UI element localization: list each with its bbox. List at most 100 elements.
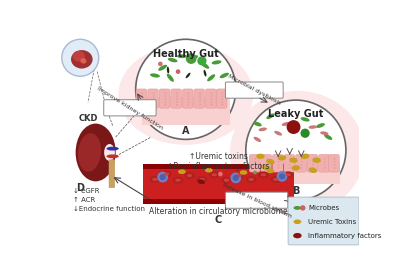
Text: Uremic Toxins: Uremic Toxins: [308, 219, 356, 225]
Ellipse shape: [254, 137, 261, 142]
Text: Improve kidney function: Improve kidney function: [96, 85, 164, 130]
Ellipse shape: [207, 74, 215, 81]
Circle shape: [186, 53, 196, 64]
Ellipse shape: [292, 165, 300, 171]
FancyBboxPatch shape: [205, 89, 216, 108]
Ellipse shape: [266, 113, 274, 119]
Ellipse shape: [150, 73, 160, 78]
FancyBboxPatch shape: [307, 154, 318, 172]
FancyBboxPatch shape: [109, 160, 115, 188]
Bar: [144, 164, 294, 169]
Bar: [144, 169, 294, 199]
Ellipse shape: [248, 178, 254, 181]
FancyBboxPatch shape: [159, 89, 170, 108]
Ellipse shape: [186, 73, 190, 78]
Ellipse shape: [282, 122, 290, 126]
Ellipse shape: [256, 154, 265, 159]
Ellipse shape: [236, 174, 242, 177]
Text: ↑Uremic toxins
↑Pro-inflammatory factors: ↑Uremic toxins ↑Pro-inflammatory factors: [167, 152, 270, 171]
Ellipse shape: [258, 128, 267, 131]
Ellipse shape: [173, 177, 184, 184]
Ellipse shape: [286, 173, 291, 176]
Text: Alteration in circulatory microbiome: Alteration in circulatory microbiome: [149, 207, 288, 216]
Ellipse shape: [71, 50, 92, 68]
FancyBboxPatch shape: [216, 89, 227, 108]
Ellipse shape: [320, 131, 328, 135]
Ellipse shape: [212, 173, 217, 176]
Ellipse shape: [118, 45, 253, 145]
Ellipse shape: [161, 171, 172, 177]
FancyBboxPatch shape: [284, 154, 295, 172]
Circle shape: [300, 129, 310, 138]
Ellipse shape: [175, 179, 181, 182]
Ellipse shape: [72, 51, 85, 62]
Text: ↓ eGFR
↑ ACR
↓Endocrine function: ↓ eGFR ↑ ACR ↓Endocrine function: [72, 188, 144, 212]
FancyBboxPatch shape: [148, 89, 158, 108]
FancyBboxPatch shape: [328, 154, 339, 172]
Circle shape: [218, 172, 223, 176]
Ellipse shape: [158, 65, 167, 71]
Ellipse shape: [201, 62, 209, 69]
Ellipse shape: [80, 58, 86, 63]
Circle shape: [230, 172, 241, 183]
Circle shape: [253, 171, 257, 174]
Ellipse shape: [270, 176, 281, 183]
FancyBboxPatch shape: [296, 154, 306, 172]
Circle shape: [136, 39, 236, 139]
Ellipse shape: [261, 173, 266, 176]
Circle shape: [287, 120, 300, 134]
Ellipse shape: [199, 178, 205, 181]
Ellipse shape: [197, 179, 205, 184]
Ellipse shape: [178, 169, 186, 174]
Text: Microbes: Microbes: [308, 205, 339, 211]
Text: B: B: [292, 186, 300, 196]
Text: Leaky Gut: Leaky Gut: [268, 109, 324, 119]
Text: CKD: CKD: [79, 114, 98, 123]
Ellipse shape: [189, 55, 198, 60]
Ellipse shape: [240, 170, 247, 175]
FancyBboxPatch shape: [136, 89, 147, 108]
Bar: [142, 97, 230, 124]
Circle shape: [277, 171, 287, 182]
Ellipse shape: [177, 54, 187, 58]
Ellipse shape: [309, 168, 317, 173]
Ellipse shape: [184, 172, 195, 179]
Ellipse shape: [150, 176, 160, 183]
Ellipse shape: [262, 165, 271, 171]
Ellipse shape: [106, 147, 119, 150]
FancyBboxPatch shape: [226, 82, 283, 98]
Ellipse shape: [152, 178, 158, 181]
Ellipse shape: [324, 134, 332, 140]
Bar: [144, 199, 294, 204]
FancyBboxPatch shape: [171, 89, 182, 108]
Text: D: D: [76, 183, 84, 193]
Ellipse shape: [293, 233, 302, 238]
Circle shape: [233, 175, 239, 181]
Ellipse shape: [267, 169, 274, 173]
Ellipse shape: [209, 171, 220, 178]
Ellipse shape: [167, 74, 174, 82]
FancyBboxPatch shape: [261, 154, 272, 172]
Ellipse shape: [278, 155, 286, 161]
Bar: [252, 162, 340, 184]
Ellipse shape: [312, 158, 321, 163]
Ellipse shape: [104, 144, 115, 161]
Text: Release in blood stream: Release in blood stream: [221, 182, 292, 219]
Circle shape: [300, 205, 306, 211]
Circle shape: [62, 39, 99, 76]
FancyBboxPatch shape: [288, 197, 359, 245]
Ellipse shape: [273, 178, 278, 181]
Ellipse shape: [205, 168, 213, 172]
Text: Inflammatory factors: Inflammatory factors: [308, 233, 382, 239]
Text: Healthy Gut: Healthy Gut: [153, 49, 219, 59]
Ellipse shape: [246, 176, 256, 183]
FancyBboxPatch shape: [318, 154, 329, 172]
Ellipse shape: [274, 131, 282, 136]
Ellipse shape: [230, 91, 365, 214]
Ellipse shape: [224, 179, 229, 182]
Circle shape: [160, 174, 166, 180]
Ellipse shape: [196, 176, 207, 183]
Ellipse shape: [220, 73, 229, 78]
Circle shape: [157, 172, 168, 182]
Ellipse shape: [266, 159, 274, 164]
